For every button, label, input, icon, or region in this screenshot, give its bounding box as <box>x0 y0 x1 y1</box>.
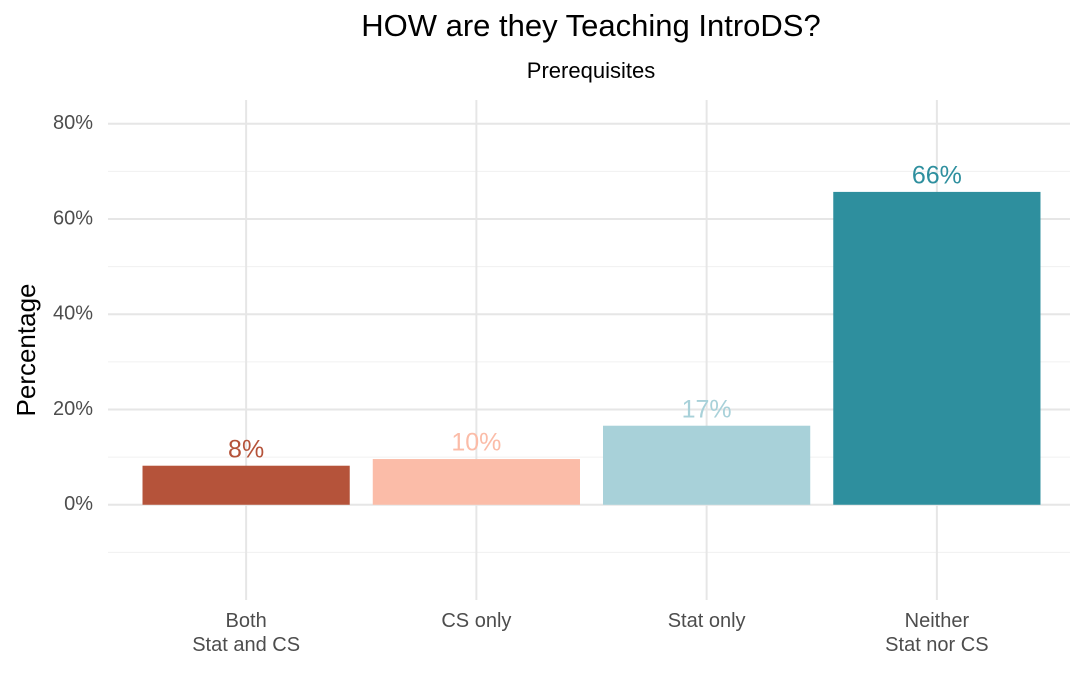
x-tick-label-line: Both <box>226 610 267 632</box>
value-label: 17% <box>682 395 732 423</box>
x-tick-label: Neither Stat nor CS <box>885 610 988 656</box>
bar <box>372 459 580 505</box>
x-tick-label-line: Neither <box>905 610 970 632</box>
x-tick-label: Both Stat and CS <box>192 610 300 656</box>
bar <box>142 465 350 505</box>
value-label: 66% <box>912 162 962 190</box>
x-tick-label: Stat only <box>668 610 746 632</box>
x-tick-label-line: CS only <box>441 610 511 632</box>
y-tick-label: 20% <box>53 398 93 420</box>
value-label: 8% <box>228 435 264 463</box>
marks: Both Stat and CS 8% CS only 10% Stat only 17% N… <box>142 162 1041 656</box>
value-label: 10% <box>451 429 501 457</box>
y-tick-label: 0% <box>64 493 93 515</box>
bar <box>833 191 1041 505</box>
y-tick-label: 40% <box>53 303 93 325</box>
y-tick-label: 60% <box>53 207 93 229</box>
x-tick-label-line: Stat nor CS <box>885 634 988 656</box>
y-axis-label: Percentage <box>11 284 41 417</box>
chart-subtitle: Prerequisites <box>527 58 655 83</box>
chart-title: HOW are they Teaching IntroDS? <box>361 8 820 43</box>
y-tick-label: 80% <box>53 112 93 134</box>
x-tick-label: CS only <box>441 610 511 632</box>
x-tick-label-line: Stat and CS <box>192 634 300 656</box>
bar <box>603 425 811 505</box>
x-tick-label-line: Stat only <box>668 610 746 632</box>
